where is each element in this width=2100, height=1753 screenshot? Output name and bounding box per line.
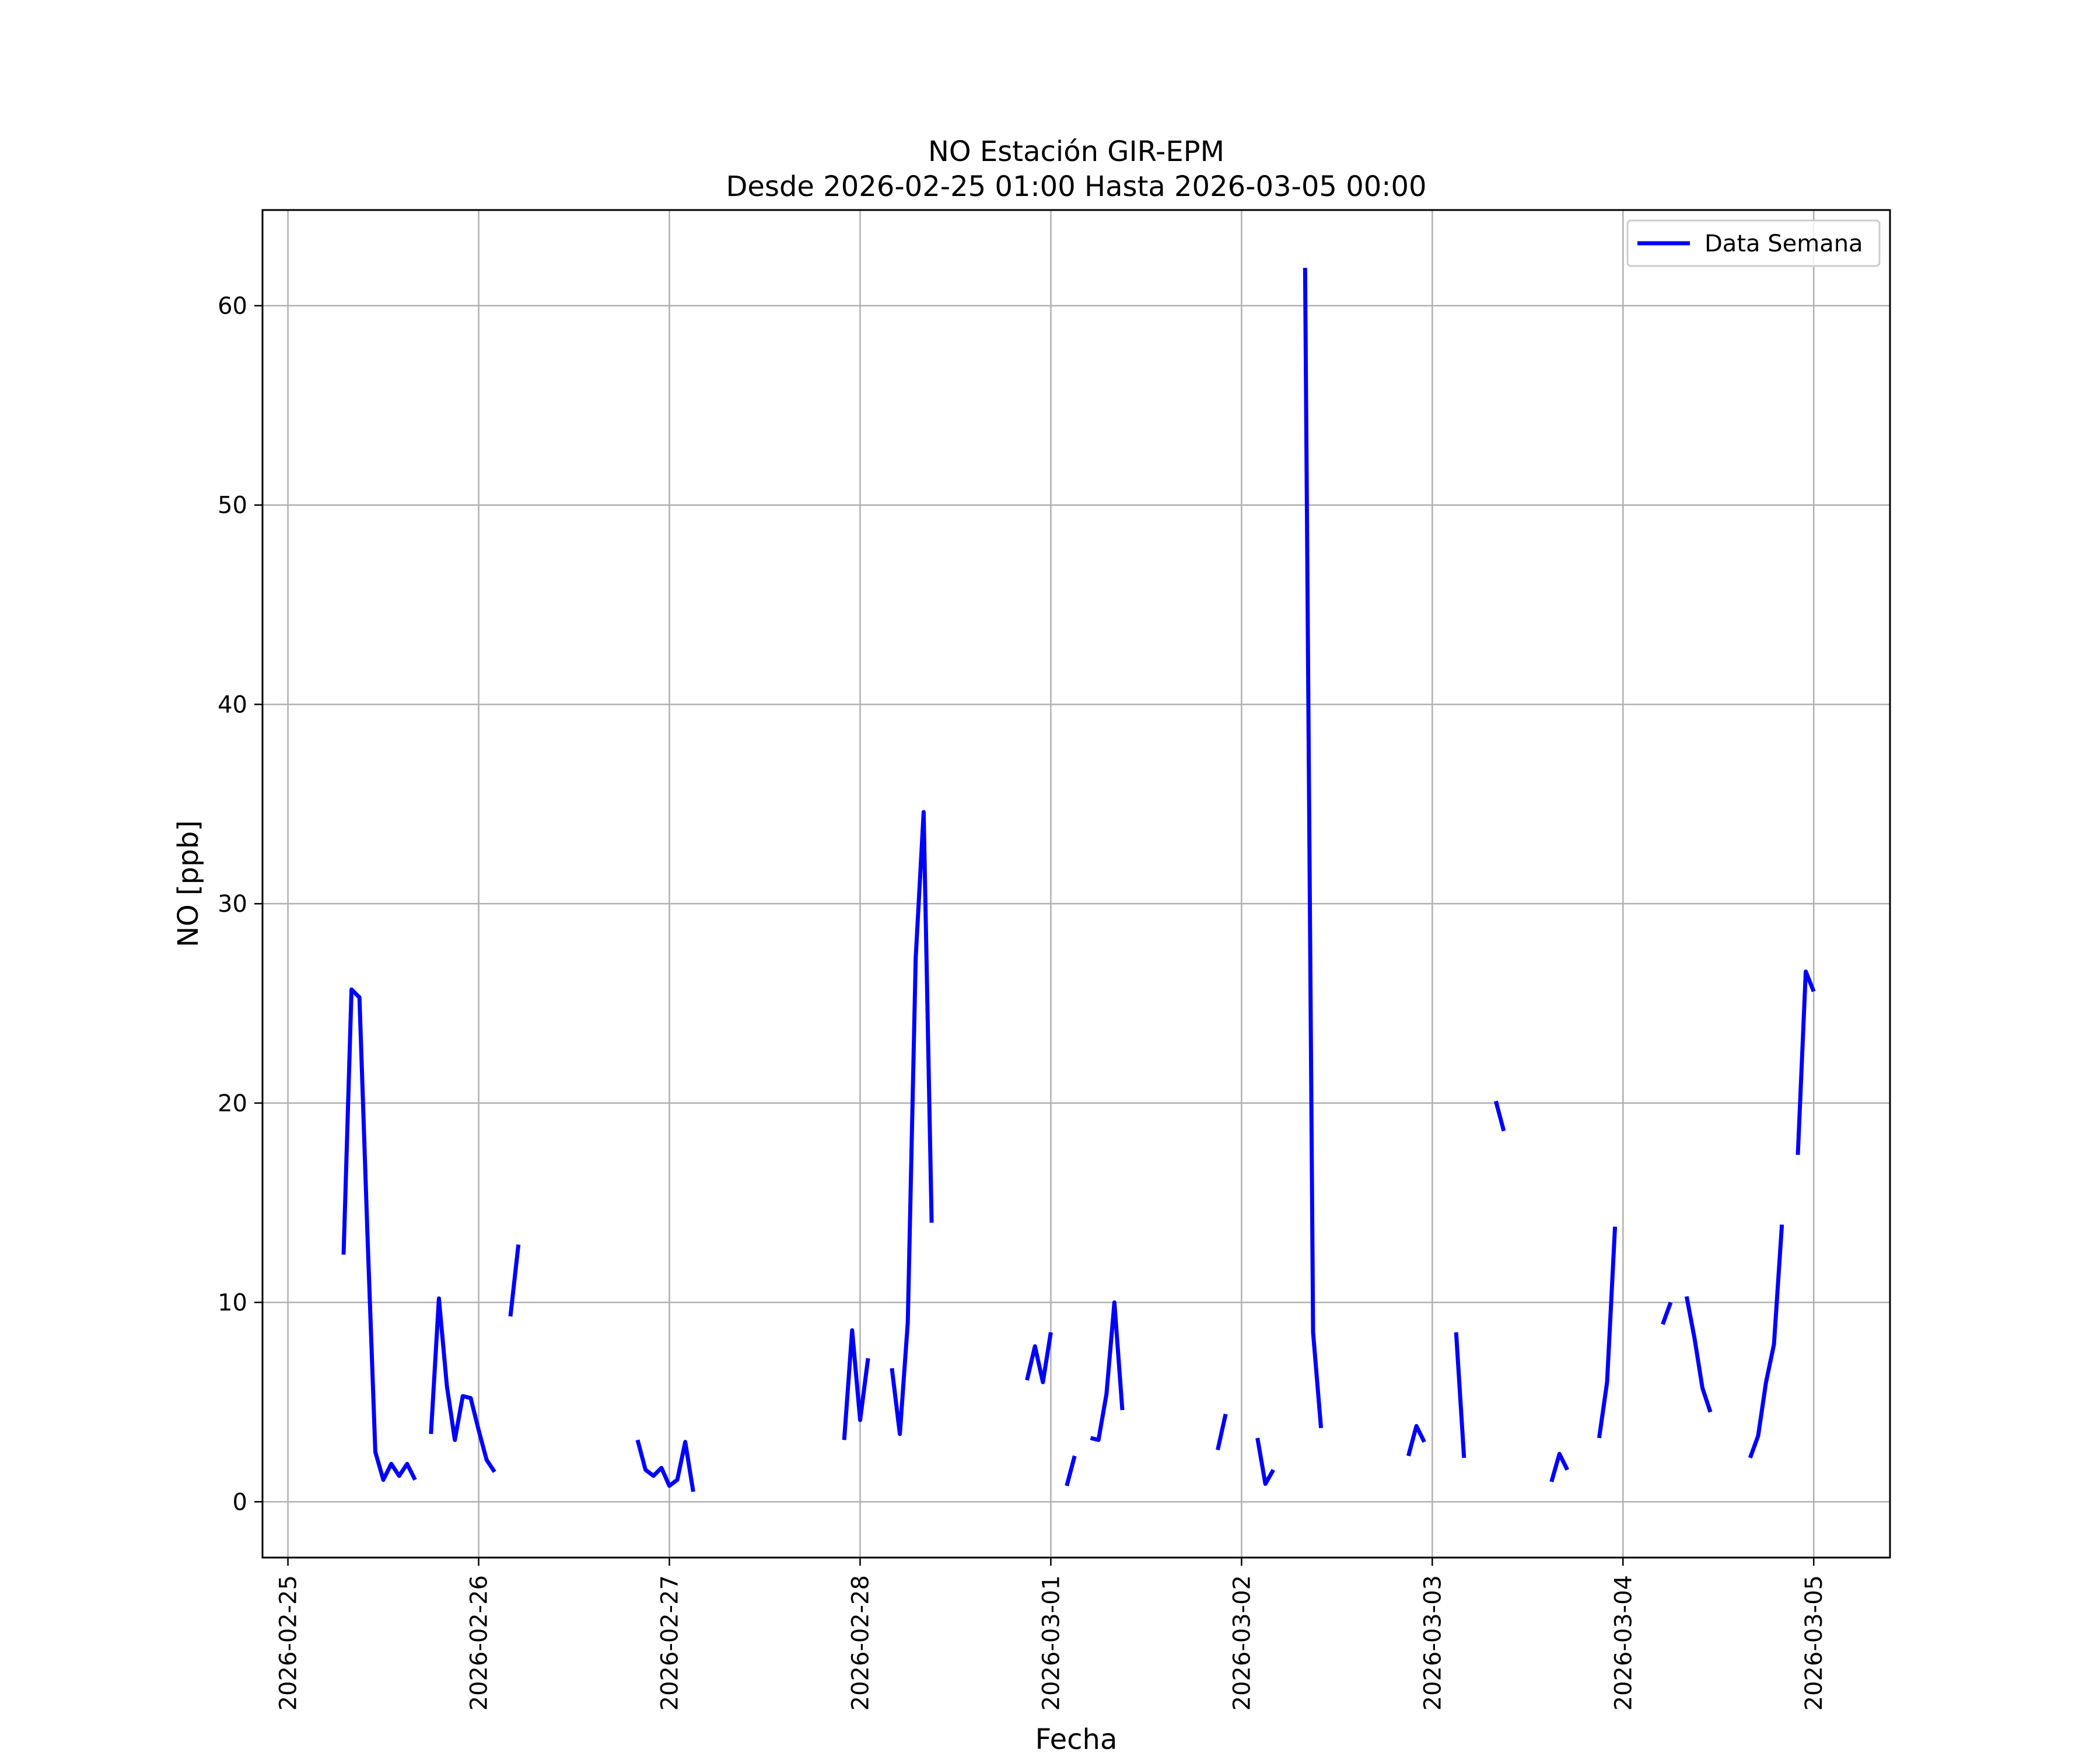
series-segment xyxy=(1684,1296,1713,1413)
x-tick-label: 2026-03-03 xyxy=(1419,1575,1446,1710)
y-tick-label: 10 xyxy=(218,1290,247,1317)
series-segment xyxy=(1025,1332,1053,1384)
series-segment xyxy=(429,1296,496,1474)
grid-lines xyxy=(262,210,1890,1558)
series-segment xyxy=(1597,1226,1618,1439)
y-tick-label: 60 xyxy=(218,293,247,320)
chart-title: NO Estación GIR-EPM xyxy=(928,135,1224,168)
x-tick-label: 2026-02-28 xyxy=(847,1575,874,1710)
y-tick-label: 30 xyxy=(218,891,247,918)
legend-box xyxy=(1626,219,1881,267)
x-axis-label: Fecha xyxy=(1035,1723,1118,1750)
series-segment xyxy=(1303,268,1324,1429)
chart-subtitle: Desde 2026-02-25 01:00 Hasta 2026-03-05 … xyxy=(726,170,1426,203)
legend-label: Data Semana xyxy=(1704,230,1863,257)
x-tick-label: 2026-02-25 xyxy=(275,1575,302,1710)
series-segment xyxy=(1255,1437,1275,1486)
series-segment xyxy=(1493,1100,1506,1132)
x-tick-label: 2026-03-01 xyxy=(1038,1575,1065,1710)
y-tick-label: 20 xyxy=(218,1090,247,1117)
x-tick-label: 2026-03-02 xyxy=(1228,1575,1255,1710)
series-segment xyxy=(1406,1424,1426,1457)
series-segment xyxy=(1454,1332,1466,1458)
series-segment xyxy=(1216,1413,1228,1451)
x-tick-label: 2026-03-04 xyxy=(1610,1575,1637,1710)
series-segment xyxy=(1065,1455,1077,1486)
x-axis-ticks: 2026-02-25 2026-02-26 2026-02-27 2026-02-28… xyxy=(275,1558,1828,1710)
series-segment xyxy=(842,1328,870,1440)
x-tick-label: 2026-02-26 xyxy=(466,1575,493,1710)
series-segment xyxy=(1796,969,1816,1155)
series-segment xyxy=(1549,1451,1570,1483)
plot-frame xyxy=(261,209,1891,1559)
y-tick-label: 40 xyxy=(218,691,247,718)
y-axis-ticks: 0 10 20 30 40 50 60 xyxy=(218,293,262,1516)
series-segment xyxy=(1661,1301,1673,1325)
y-axis-label: NO [ppb] xyxy=(172,820,205,947)
x-tick-label: 2026-02-27 xyxy=(657,1575,684,1710)
series-segment xyxy=(1748,1224,1784,1459)
series-segment xyxy=(341,987,417,1482)
series-segment xyxy=(890,810,934,1436)
series-segment xyxy=(635,1439,695,1492)
series-segment xyxy=(1090,1300,1125,1442)
series-segment xyxy=(508,1244,521,1317)
y-tick-label: 0 xyxy=(233,1489,247,1516)
y-tick-label: 50 xyxy=(218,492,247,519)
legend: Data Semana xyxy=(1626,219,1881,267)
x-tick-label: 2026-03-05 xyxy=(1801,1575,1828,1710)
series-lines xyxy=(341,268,1816,1492)
